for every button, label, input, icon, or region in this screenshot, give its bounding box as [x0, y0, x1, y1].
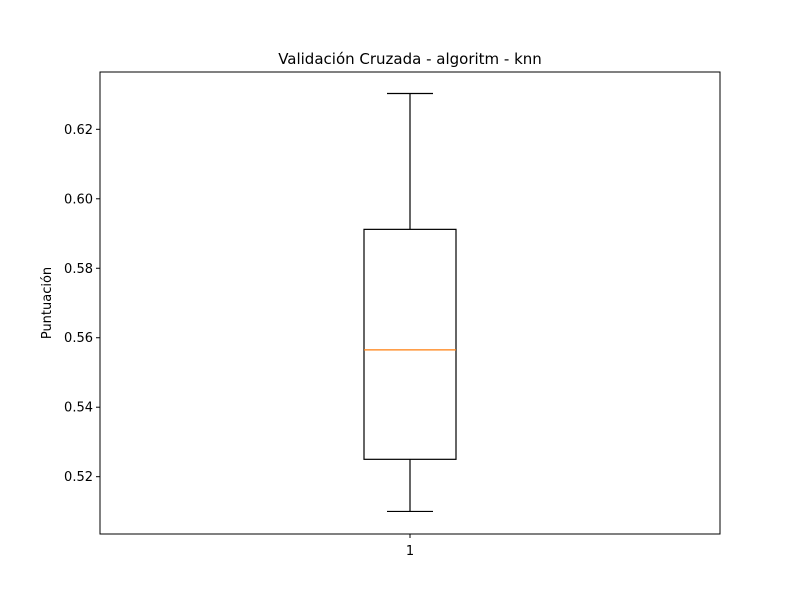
y-tick-label: 0.62 [64, 123, 93, 138]
y-tick-label: 0.54 [64, 401, 93, 416]
chart-title: Validación Cruzada - algoritm - knn [278, 50, 542, 68]
box-iqr [363, 228, 457, 460]
y-tick-label: 0.52 [64, 470, 93, 485]
x-tick-label: 1 [406, 544, 414, 559]
plot-area [363, 92, 457, 513]
y-axis-label: Puntuación [40, 267, 55, 339]
y-tick-label: 0.56 [64, 331, 93, 346]
y-tick-label: 0.58 [64, 262, 93, 277]
y-tick-label: 0.60 [64, 192, 93, 207]
